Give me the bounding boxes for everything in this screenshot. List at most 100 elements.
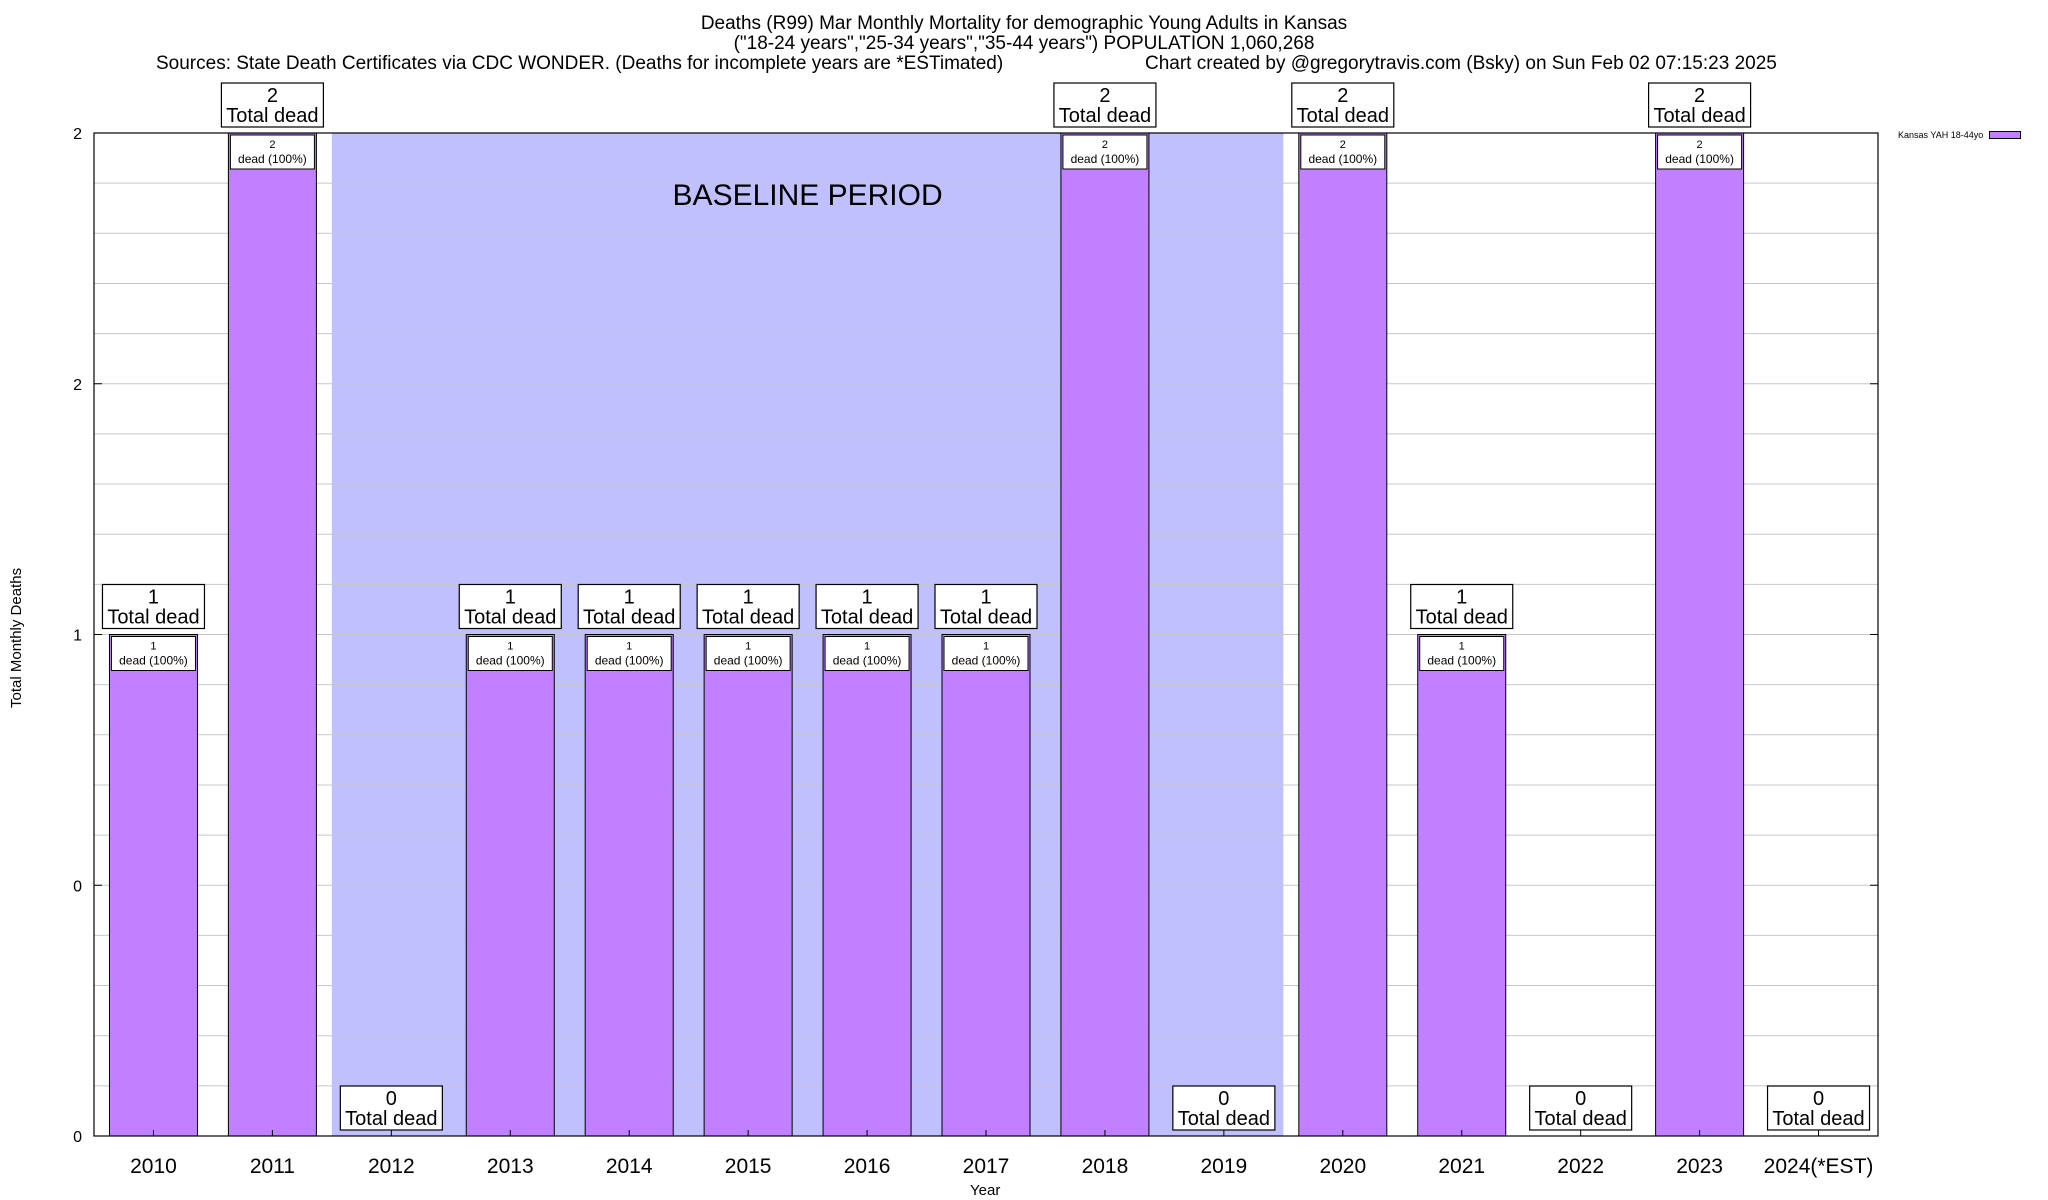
bar-total-label: Total dead bbox=[821, 607, 913, 629]
x-tick-label: 2020 bbox=[1319, 1155, 1366, 1178]
legend-label: Kansas YAH 18-44yo bbox=[1898, 130, 1984, 140]
x-tick-label: 2013 bbox=[487, 1155, 534, 1178]
bar-total-label: Total dead bbox=[1653, 105, 1745, 127]
bar-inner-label: dead (100%) bbox=[1071, 152, 1140, 166]
x-tick-label: 2011 bbox=[250, 1155, 295, 1178]
bar bbox=[108, 634, 198, 1137]
bar bbox=[1417, 634, 1507, 1137]
bar-total-label: Total dead bbox=[1178, 1108, 1270, 1130]
bar bbox=[227, 132, 317, 1137]
bar-inner-label-box bbox=[943, 636, 1029, 671]
bar bbox=[703, 634, 793, 1137]
bar-total-box bbox=[339, 1085, 443, 1131]
bar-total-label: Total dead bbox=[107, 607, 199, 629]
bar-total-box bbox=[458, 583, 562, 630]
legend: Kansas YAH 18-44yo bbox=[1898, 130, 2022, 140]
bar-total-value: 1 bbox=[148, 587, 159, 609]
bar-total-box bbox=[696, 583, 800, 630]
bar-inner-value: 1 bbox=[864, 641, 870, 653]
bar-total-box bbox=[1172, 1085, 1276, 1131]
legend-swatch bbox=[1989, 131, 2022, 139]
bar-inner-label: dead (100%) bbox=[1427, 654, 1496, 668]
y-axis-label: Total Monthly Deaths bbox=[8, 567, 25, 708]
x-tick-label: 2015 bbox=[725, 1155, 772, 1178]
bar-inner-value: 1 bbox=[745, 641, 751, 653]
x-tick-label: 2014 bbox=[606, 1155, 653, 1178]
bar-total-label: Total dead bbox=[940, 607, 1032, 629]
bar-total-box bbox=[577, 583, 681, 630]
bar bbox=[1060, 132, 1150, 1137]
chart-credit: Chart created by @gregorytravis.com (Bsk… bbox=[1145, 53, 1777, 74]
bar-total-box bbox=[934, 583, 1038, 630]
y-tick-label: 0 bbox=[73, 1129, 82, 1146]
bar bbox=[465, 634, 555, 1137]
bar-total-box bbox=[101, 583, 206, 630]
bar-total-box bbox=[1410, 583, 1514, 630]
bar-total-box bbox=[1766, 1085, 1871, 1131]
bar-inner-label-box bbox=[824, 636, 910, 671]
bar-inner-label-box bbox=[467, 636, 553, 671]
bar-total-value: 0 bbox=[1813, 1088, 1824, 1110]
bar-total-label: Total dead bbox=[1772, 1108, 1864, 1130]
x-tick-label: 2017 bbox=[963, 1155, 1010, 1178]
bar-total-box bbox=[1291, 82, 1395, 128]
y-tick-label: 2 bbox=[73, 126, 82, 143]
bar-total-label: Total dead bbox=[226, 105, 318, 127]
baseline-period-label: BASELINE PERIOD bbox=[673, 179, 943, 212]
bar-inner-value: 1 bbox=[150, 641, 156, 653]
bar-inner-label: dead (100%) bbox=[119, 654, 188, 668]
bar bbox=[1298, 132, 1388, 1137]
bar-total-label: Total dead bbox=[1059, 105, 1151, 127]
chart-title-line-1: Deaths (R99) Mar Monthly Mortality for d… bbox=[700, 13, 1348, 34]
x-tick-label: 2012 bbox=[368, 1155, 415, 1178]
bar-inner-value: 1 bbox=[1459, 641, 1465, 653]
bar-total-label: Total dead bbox=[583, 607, 675, 629]
x-axis-label: Year bbox=[970, 1182, 1001, 1199]
bar-total-value: 1 bbox=[980, 587, 991, 609]
bar-inner-label: dead (100%) bbox=[952, 654, 1021, 668]
bar-inner-value: 2 bbox=[1340, 139, 1346, 151]
x-tick-label: 2022 bbox=[1557, 1155, 1604, 1178]
bar-inner-label: dead (100%) bbox=[595, 654, 664, 668]
bar-inner-label: dead (100%) bbox=[714, 654, 783, 668]
bar-inner-label-box bbox=[1300, 134, 1386, 170]
plot-frame bbox=[93, 132, 1879, 1137]
y-tick-label: 1 bbox=[73, 628, 82, 645]
bar bbox=[822, 634, 912, 1137]
bar-inner-label-box bbox=[1062, 134, 1148, 170]
bar-inner-value: 1 bbox=[507, 641, 513, 653]
bar-inner-label: dead (100%) bbox=[833, 654, 902, 668]
bar-inner-value: 2 bbox=[1697, 139, 1703, 151]
bar-total-value: 2 bbox=[1694, 85, 1705, 107]
bar-inner-label-box bbox=[705, 636, 791, 671]
bar-total-value: 1 bbox=[505, 587, 516, 609]
bar-inner-label-box bbox=[110, 636, 196, 671]
bar-total-value: 1 bbox=[862, 587, 873, 609]
bar-inner-value: 2 bbox=[269, 139, 275, 151]
x-tick-label: 2021 bbox=[1438, 1155, 1485, 1178]
bar-inner-label-box bbox=[1657, 134, 1743, 170]
bar-total-value: 2 bbox=[1099, 85, 1110, 107]
bar-inner-label: dead (100%) bbox=[1308, 152, 1377, 166]
bar-total-value: 2 bbox=[267, 85, 278, 107]
bar-total-value: 0 bbox=[1218, 1088, 1229, 1110]
bar bbox=[1655, 132, 1745, 1137]
bar-inner-value: 1 bbox=[983, 641, 989, 653]
bar-total-box bbox=[815, 583, 919, 630]
bar-inner-label: dead (100%) bbox=[238, 152, 307, 166]
bar-total-value: 1 bbox=[1456, 587, 1467, 609]
y-tick-label: 2 bbox=[73, 377, 82, 394]
bar-inner-label-box bbox=[229, 134, 315, 170]
bar-total-box bbox=[1053, 82, 1157, 128]
bar-total-label: Total dead bbox=[1535, 1108, 1627, 1130]
x-tick-label: 2024(*EST) bbox=[1764, 1155, 1874, 1178]
bar-total-box bbox=[220, 82, 324, 128]
bar-total-label: Total dead bbox=[464, 607, 556, 629]
bar-inner-label-box bbox=[586, 636, 672, 671]
bar bbox=[584, 634, 674, 1137]
x-tick-label: 2019 bbox=[1201, 1155, 1248, 1178]
bar-total-value: 0 bbox=[1575, 1088, 1586, 1110]
x-tick-label: 2023 bbox=[1676, 1155, 1723, 1178]
x-tick-label: 2010 bbox=[130, 1155, 177, 1178]
